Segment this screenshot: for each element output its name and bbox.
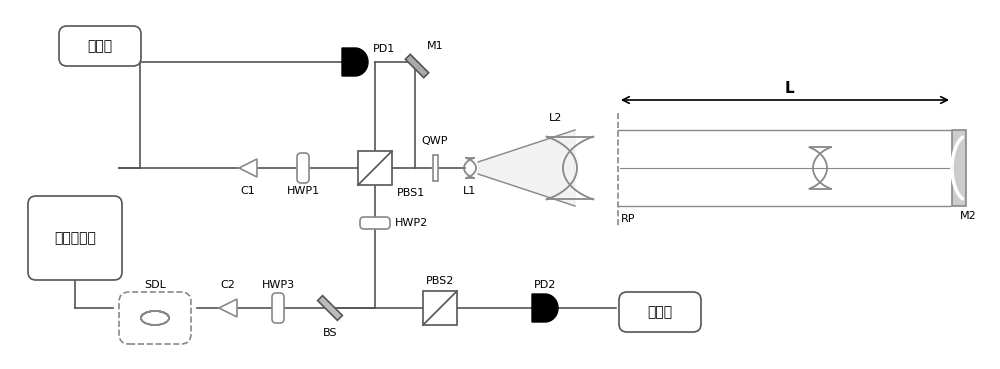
Text: RP: RP [621,214,636,224]
Text: PBS2: PBS2 [426,276,454,286]
Text: C2: C2 [221,280,235,290]
Text: 计算机: 计算机 [647,305,673,319]
Text: M1: M1 [427,41,444,51]
FancyBboxPatch shape [619,292,701,332]
FancyBboxPatch shape [119,292,191,344]
Text: PD1: PD1 [373,44,395,54]
Text: L2: L2 [549,113,562,123]
FancyBboxPatch shape [272,293,284,323]
FancyBboxPatch shape [28,196,122,280]
FancyBboxPatch shape [59,26,141,66]
Polygon shape [318,296,342,320]
Text: L: L [784,81,794,96]
Text: C1: C1 [241,186,255,196]
Polygon shape [219,299,237,317]
FancyBboxPatch shape [360,217,390,229]
Bar [358,151,392,185]
Text: HWP1: HWP1 [286,186,320,196]
Text: HWP3: HWP3 [261,280,295,290]
Text: PBS1: PBS1 [397,188,425,198]
Text: 计数器: 计数器 [87,39,113,53]
Bar [952,130,966,206]
Polygon shape [405,54,429,77]
Polygon shape [239,159,257,177]
Polygon shape [478,130,575,206]
Polygon shape [532,294,558,322]
Text: 飞秒激光器: 飞秒激光器 [54,231,96,245]
Text: L1: L1 [463,186,477,196]
Text: QWP: QWP [422,136,448,146]
Text: M2: M2 [960,211,976,221]
Bar [423,291,457,325]
Bar [432,155,438,181]
Text: BS: BS [323,328,337,338]
Text: PD2: PD2 [534,280,556,290]
Text: SDL: SDL [144,280,166,290]
Text: HWP2: HWP2 [395,218,428,228]
Polygon shape [342,48,368,76]
FancyBboxPatch shape [297,153,309,183]
